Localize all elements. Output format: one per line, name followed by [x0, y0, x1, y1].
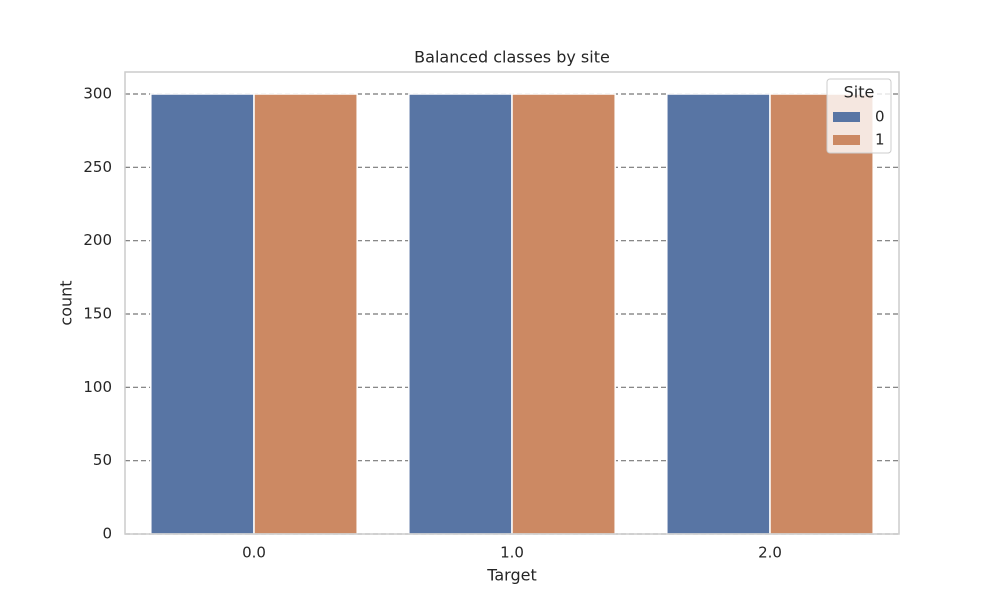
- y-tick-label: 200: [83, 231, 112, 249]
- y-tick-label: 300: [83, 85, 112, 103]
- bar: [666, 93, 771, 535]
- y-tick-label: 100: [83, 378, 112, 396]
- bar: [150, 93, 255, 535]
- x-tick-label: 1.0: [500, 544, 524, 562]
- legend-swatch: [833, 135, 860, 145]
- legend-label: 1: [875, 131, 885, 149]
- y-tick-label: 0: [102, 525, 112, 543]
- x-tick-label: 2.0: [758, 544, 782, 562]
- bar: [769, 93, 874, 535]
- x-axis-label: Target: [486, 566, 537, 585]
- bars: [150, 93, 874, 535]
- legend-swatch: [833, 112, 860, 122]
- chart-title: Balanced classes by site: [414, 48, 610, 67]
- x-tick-label: 0.0: [242, 544, 266, 562]
- y-tick-label: 150: [83, 305, 112, 323]
- bar: [253, 93, 358, 535]
- y-tick-label: 250: [83, 158, 112, 176]
- legend-title: Site: [844, 83, 875, 102]
- bar: [511, 93, 616, 535]
- y-axis-label: count: [57, 280, 76, 325]
- plot-frame: [124, 71, 900, 535]
- legend-label: 0: [875, 108, 885, 126]
- y-tick-label: 50: [93, 451, 112, 469]
- bar: [408, 93, 513, 535]
